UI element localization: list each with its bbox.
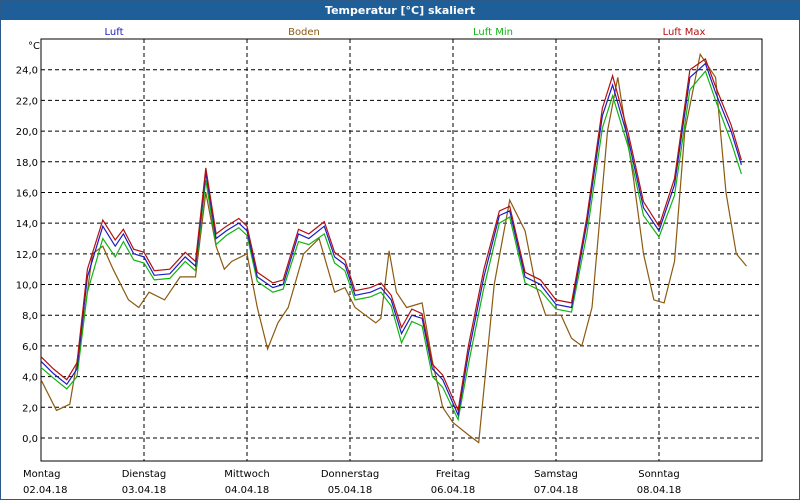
series-line-boden: [40, 52, 747, 444]
legend-entry-boden: Boden: [288, 27, 320, 38]
series-line-luft-min: [40, 70, 742, 422]
x-tick-day-label: Sonntag: [638, 469, 680, 480]
x-tick-date-label: 03.04.18: [122, 485, 167, 496]
plot-area-border: [40, 38, 763, 462]
x-tick-date-label: 07.04.18: [534, 485, 579, 496]
x-tick-day-label: Samstag: [534, 469, 578, 480]
x-tick-date-label: 08.04.18: [637, 485, 682, 496]
x-tick-day-label: Freitag: [436, 469, 470, 480]
window-title: Temperatur [°C] skaliert: [1, 1, 799, 20]
legend-entry-luft-min: Luft Min: [473, 27, 513, 38]
y-tick-label: 16,0: [16, 188, 38, 199]
series-line-luft: [40, 62, 742, 418]
y-tick-label: 22,0: [16, 96, 38, 107]
y-tick-label: 12,0: [16, 250, 38, 261]
y-tick-label: 6,0: [22, 342, 38, 353]
y-tick-label: 18,0: [16, 158, 38, 169]
x-tick-day-label: Montag: [23, 469, 60, 480]
x-tick-date-label: 06.04.18: [431, 485, 476, 496]
y-tick-label: 24,0: [16, 66, 38, 77]
y-axis-label: °C: [28, 41, 40, 52]
legend-entry-luft-max: Luft Max: [663, 27, 706, 38]
y-axis-ticks: 0,0 2,0 4,0 6,0 8,0 10,0 12,0 14,0 16,0 18,0 20,0 2…: [16, 66, 38, 445]
x-tick-day-label: Dienstag: [122, 469, 167, 480]
x-tick-date-label: 04.04.18: [225, 485, 270, 496]
x-tick-day-label: Mittwoch: [224, 469, 269, 480]
legend: Luft Boden Luft Min Luft Max: [105, 27, 706, 38]
y-tick-label: 0,0: [22, 434, 38, 445]
x-tick-date-label: 02.04.18: [23, 485, 68, 496]
x-tick-date-label: 05.04.18: [328, 485, 373, 496]
y-tick-label: 4,0: [22, 373, 38, 384]
legend-entry-luft: Luft: [105, 27, 124, 38]
grid: [41, 39, 762, 461]
y-tick-label: 10,0: [16, 281, 38, 292]
y-tick-label: 20,0: [16, 127, 38, 138]
y-tick-label: 8,0: [22, 311, 38, 322]
series-line-luft-max: [40, 57, 742, 413]
x-tick-day-label: Donnerstag: [321, 469, 379, 480]
series-lines: [40, 52, 747, 444]
x-axis-ticks: Montag 02.04.18 Dienstag 03.04.18 Mittwoch 04…: [23, 469, 681, 496]
y-tick-label: 14,0: [16, 219, 38, 230]
y-tick-label: 2,0: [22, 403, 38, 414]
